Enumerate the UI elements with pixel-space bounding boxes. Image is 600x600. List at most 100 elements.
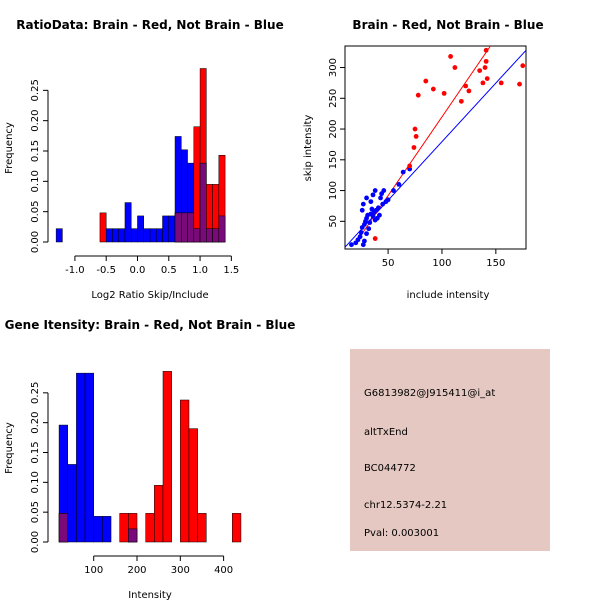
scatter-point [411, 145, 417, 150]
ratio-hist-bar-overlap [199, 162, 207, 243]
scatter-x-tick-label: 100 [432, 258, 451, 269]
ratio-hist-y-tick-label: 0.20 [30, 110, 41, 132]
scatter-axes: 50 100 150 50 100 150 200 250 300 [328, 58, 505, 269]
scatter-plot-box [344, 45, 527, 250]
scatter-point [477, 68, 483, 74]
scatter-point [364, 195, 369, 201]
intensity-histogram-title: Gene Itensity: Brain - Red, Not Brain - … [5, 318, 296, 332]
ratio-hist-bar-blue [112, 228, 119, 243]
scatter-x-tick-label: 50 [382, 258, 395, 269]
scatter-point [360, 242, 366, 248]
scatter-point [364, 231, 369, 237]
ratio-hist-bar-blue [55, 228, 63, 243]
ratio-hist-bar-overlap [174, 212, 182, 243]
scatter-points [349, 47, 526, 248]
ratio-hist-bar-blue [143, 228, 151, 243]
scatter-point [415, 92, 421, 98]
scatter-point [391, 188, 396, 193]
intensity-hist-x-tick-label: 100 [84, 565, 103, 576]
scatter-y-tick-label: 50 [328, 215, 339, 228]
intensity-histogram-bars [58, 371, 242, 543]
ratio-hist-y-tick-label: 0.10 [30, 170, 41, 192]
scatter-point [520, 63, 526, 69]
scatter-point [396, 182, 402, 187]
intensity-hist-bar-red [119, 513, 129, 543]
scatter-point [349, 242, 354, 248]
scatter-point [517, 81, 522, 87]
ratio-hist-bar-blue [149, 228, 157, 243]
scatter-point [466, 88, 472, 94]
scatter-point [370, 192, 376, 198]
ratio-hist-bar-blue [124, 202, 132, 243]
ratio-hist-y-tick-label: 0.15 [30, 140, 41, 162]
intensity-hist-bar-red [180, 399, 190, 543]
intensity-hist-y-tick-label: 0.05 [30, 501, 41, 523]
info-pval: Pval: 0.003001 [364, 528, 439, 539]
scatter-title: Brain - Red, Not Brain - Blue [352, 18, 543, 32]
scatter-x-tick-label: 150 [486, 258, 505, 269]
intensity-hist-y-tick-label: 0.25 [30, 382, 41, 404]
ratio-hist-x-tick-label: 0.0 [130, 265, 146, 276]
intensity-hist-bar-red [197, 513, 207, 543]
ratio-hist-bar-overlap [181, 212, 188, 243]
scatter-y-tick-label: 100 [328, 181, 339, 200]
scatter-point [463, 83, 469, 89]
scatter-point [498, 80, 504, 86]
intensity-hist-y-tick-label: 0.20 [30, 412, 41, 434]
scatter-point [366, 226, 372, 232]
ratio-hist-bar-blue [105, 228, 113, 243]
scatter-point [385, 197, 391, 203]
info-accession: BC044772 [364, 463, 416, 474]
scatter-point [358, 229, 364, 235]
ratio-hist-bar-blue [137, 215, 144, 243]
ratio-histogram-ylabel: Frequency [4, 122, 15, 174]
scatter-xlabel: include intensity [407, 290, 490, 301]
ratio-hist-bar-overlap [206, 228, 213, 243]
intensity-hist-y-tick-label: 0.10 [30, 471, 41, 493]
intensity-hist-y-tick-label: 0.00 [30, 531, 41, 553]
scatter-point [372, 236, 378, 241]
scatter-point [372, 188, 378, 193]
scatter-point [361, 238, 367, 244]
intensity-histogram-panel: Gene Itensity: Brain - Red, Not Brain - … [4, 318, 295, 600]
intensity-hist-bar-red [162, 371, 172, 543]
ratio-hist-x-tick-label: 1.5 [223, 265, 239, 276]
scatter-point [448, 54, 453, 59]
intensity-hist-bar-blue [84, 372, 94, 543]
scatter-point [483, 47, 489, 53]
intensity-hist-x-tick-label: 400 [214, 565, 233, 576]
ratio-hist-bar-blue [130, 228, 138, 243]
scatter-point [375, 205, 381, 211]
intensity-hist-y-tick-label: 0.15 [30, 441, 41, 463]
scatter-point [378, 195, 383, 201]
scatter-point [359, 207, 365, 213]
ratio-histogram-bars [55, 68, 226, 243]
scatter-point [407, 163, 413, 169]
intensity-histogram-xlabel: Intensity [128, 590, 172, 600]
ratio-hist-bar-overlap [187, 212, 195, 243]
ratio-hist-bar-overlap [218, 215, 226, 243]
ratio-histogram-axes: -1.0 -0.5 0.0 0.5 1.0 1.5 0.00 0.05 0.10 0.15 0.20… [30, 79, 239, 276]
scatter-point [412, 126, 418, 132]
scatter-point [458, 98, 464, 104]
scatter-y-tick-label: 300 [328, 58, 339, 77]
ratio-hist-bar-overlap [193, 228, 201, 243]
intensity-hist-bar-red [154, 485, 164, 543]
intensity-hist-bar-blue [76, 372, 86, 543]
scatter-point [413, 134, 419, 139]
intensity-hist-bar-blue [93, 516, 103, 543]
scatter-point [423, 78, 429, 84]
info-panel-background [350, 349, 550, 551]
scatter-point [381, 188, 387, 193]
scatter-panel: Brain - Red, Not Brain - Blue 50 100 150 50… [303, 18, 544, 301]
info-location: chr12.5374-2.21 [364, 500, 447, 511]
scatter-y-tick-label: 200 [328, 119, 339, 138]
scatter-point [484, 76, 490, 82]
info-panel: G6813982@J915411@i_at altTxEnd BC044772 … [350, 349, 550, 551]
scatter-ylabel: skip intensity [303, 115, 314, 182]
scatter-point [452, 65, 458, 70]
scatter-point [483, 58, 489, 64]
ratio-hist-x-tick-label: 0.5 [161, 265, 177, 276]
scatter-y-tick-label: 250 [328, 89, 339, 108]
